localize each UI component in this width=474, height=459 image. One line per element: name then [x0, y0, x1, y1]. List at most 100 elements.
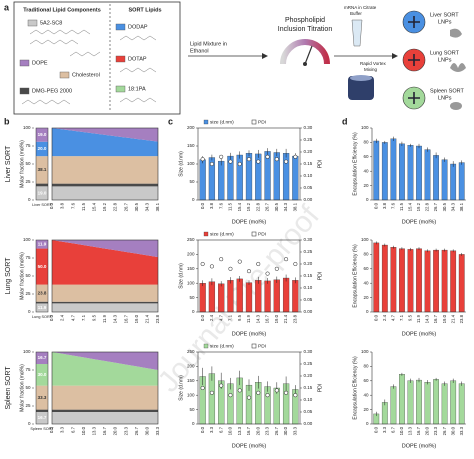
x-tick-label: 3.8	[60, 202, 65, 209]
y-tick-label: 250	[187, 349, 195, 354]
legend-label: PDI	[258, 119, 266, 125]
swatch	[115, 85, 126, 93]
x-tick-label: 19.0	[274, 314, 279, 323]
bar	[208, 373, 216, 425]
pdi-point	[256, 159, 261, 164]
y-tick-label: 0.30	[304, 349, 313, 354]
reference-value: 23.8	[38, 290, 47, 295]
molecule	[29, 29, 91, 35]
reference-segment	[36, 128, 48, 142]
molecule	[69, 51, 101, 57]
reference-value: 30.0	[38, 372, 47, 377]
molecule	[119, 67, 157, 73]
x-tick-label: 7.1	[81, 314, 86, 321]
y-tick-label: 0	[366, 421, 369, 426]
x-tick-label: 0.0	[200, 314, 205, 321]
y-tick-label: 0.05	[304, 409, 313, 414]
reference-frame	[35, 351, 49, 425]
bar	[292, 155, 299, 201]
x-tick-label: 15.4	[237, 202, 242, 211]
x-tick-label: 19.0	[134, 314, 139, 323]
y-tick-label: 0.20	[304, 261, 313, 266]
axis-title: DOPE (mol%)	[402, 443, 437, 449]
x-tick-label: 14.3	[425, 314, 430, 323]
y-tick-label: 100	[23, 349, 31, 354]
y-tick-label: 25	[25, 403, 31, 408]
reference-segment	[36, 248, 48, 285]
bar	[399, 374, 405, 425]
bar	[373, 140, 380, 201]
x-tick-label: 0.0	[373, 426, 378, 433]
x-tick-label: 30.5	[442, 202, 447, 211]
legend-label: PDI	[258, 343, 266, 349]
x-tick-label: 10.0	[228, 426, 233, 435]
reference-frame	[35, 127, 49, 201]
bar	[424, 382, 431, 425]
y-tick-label: 0.15	[304, 161, 313, 166]
x-tick-label: 3.3	[382, 426, 387, 433]
y-tick-label: 0.20	[304, 149, 313, 154]
x-tick-label: 4.7	[70, 314, 75, 321]
x-tick-label: 6.7	[70, 426, 75, 433]
legend-swatch	[203, 231, 209, 237]
y-tick-label: 0.25	[304, 137, 313, 142]
x-tick-label: 15.4	[408, 202, 413, 211]
y-tick-label: 0.00	[304, 421, 313, 426]
x-tick-label: 7.1	[228, 314, 233, 321]
y-tick-label: 200	[187, 364, 195, 369]
bar	[236, 278, 243, 313]
lnp-core	[408, 54, 420, 66]
axis-title: Molar fraction (mol%)	[19, 140, 25, 188]
lipid-name: DOPE	[32, 60, 48, 66]
x-tick-label: 22.8	[113, 202, 118, 211]
swatch	[27, 19, 38, 27]
x-tick-label: 14.3	[255, 314, 260, 323]
pdi-point	[274, 266, 279, 271]
x-tick-label: 0.0	[200, 202, 205, 209]
reference-segment	[36, 352, 48, 365]
y-tick-label: 60	[363, 154, 369, 159]
y-tick-label: 100	[23, 125, 31, 130]
x-tick-label: 3.8	[209, 202, 214, 209]
y-tick-label: 0	[28, 309, 31, 314]
x-tick-label: 16.7	[433, 314, 438, 323]
reference-value: 11.9	[38, 241, 47, 246]
bar	[441, 249, 448, 313]
section-title: SORT Lipids	[129, 7, 162, 13]
pdi-point	[237, 161, 242, 167]
bar	[227, 280, 234, 313]
x-tick-label: 34.3	[145, 202, 150, 211]
y-tick-label: 25	[25, 291, 31, 296]
bar	[199, 159, 206, 201]
pdi-point	[228, 393, 233, 398]
bar	[390, 386, 397, 425]
axis-title: Size (d.nm)	[178, 151, 184, 177]
step-label: Ethanol	[190, 48, 209, 54]
x-tick-label: 16.7	[265, 314, 270, 323]
y-tick-label: 200	[187, 252, 195, 257]
section-title: Traditional Lipid Components	[23, 7, 101, 13]
lnp-label: LNPs	[438, 19, 452, 25]
axis-title: PDI	[317, 384, 323, 392]
vortex-icon	[348, 76, 374, 100]
y-tick-label: 0	[28, 197, 31, 202]
area	[52, 186, 158, 200]
y-tick-label: 80	[363, 364, 369, 369]
y-tick-label: 0	[192, 197, 195, 202]
y-tick-label: 0.25	[304, 249, 313, 254]
bar	[416, 145, 422, 201]
legend-label: PDI	[258, 231, 266, 237]
x-tick-label: 2.4	[382, 314, 387, 321]
plot-frame	[197, 351, 301, 425]
y-tick-label: 100	[361, 237, 369, 242]
bar	[458, 383, 465, 425]
bar	[245, 282, 253, 313]
legend-swatch	[251, 231, 257, 237]
x-tick-label: 23.3	[433, 426, 438, 435]
y-tick-label: 0	[366, 197, 369, 202]
vortex-top	[350, 75, 372, 81]
x-tick-label: 2.4	[60, 314, 65, 321]
panel-label: a	[4, 2, 10, 12]
bar	[450, 163, 457, 201]
lipid-name: 5A2-SC8	[40, 20, 62, 26]
